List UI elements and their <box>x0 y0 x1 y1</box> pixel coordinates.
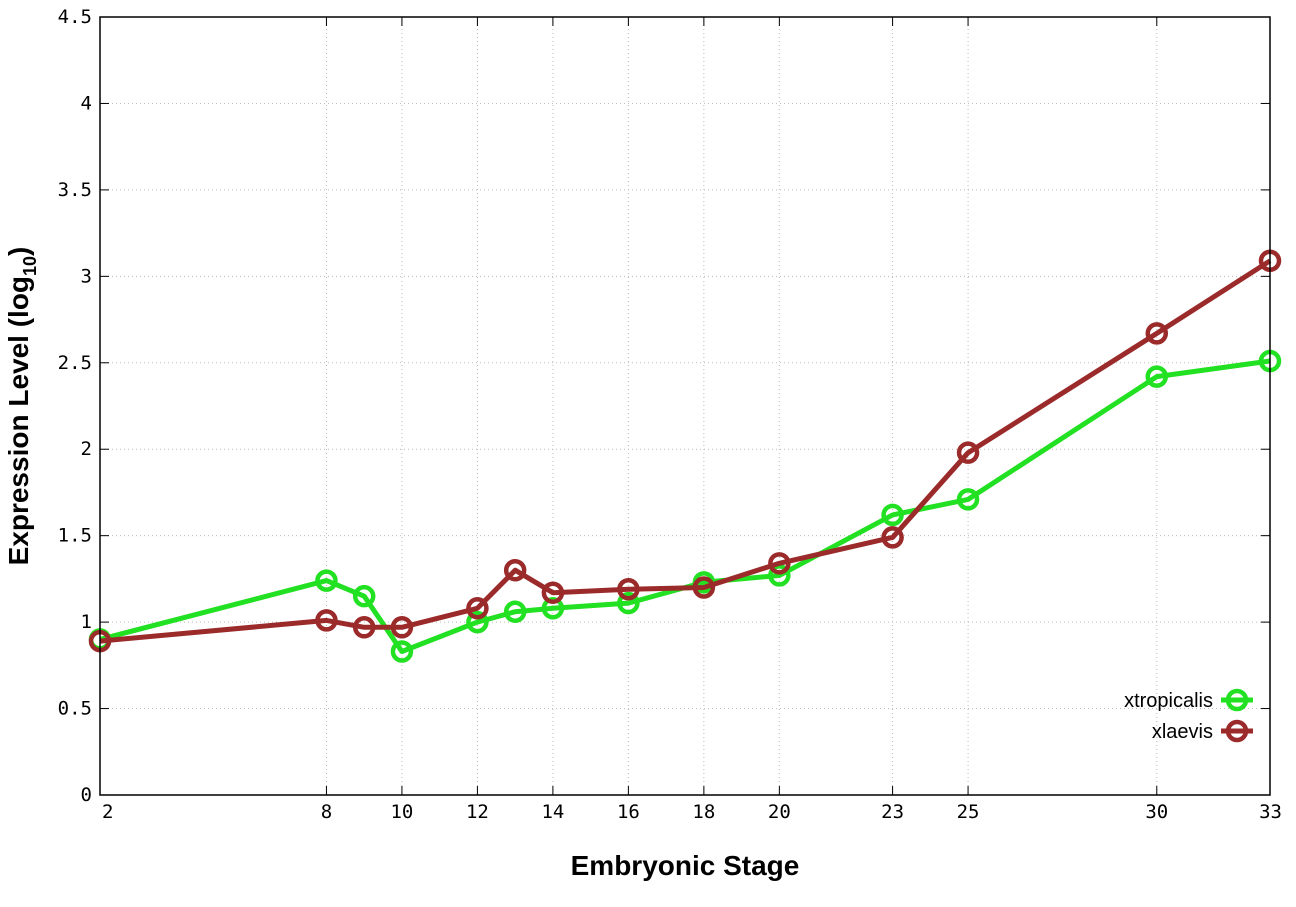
data-point <box>315 569 338 592</box>
data-point <box>768 564 791 587</box>
data-point <box>956 441 980 464</box>
y-axis-title-close: ) <box>3 247 34 256</box>
x-tick-label: 33 <box>1259 801 1282 823</box>
data-point <box>1145 322 1169 345</box>
series-xtropicalis <box>88 349 1282 663</box>
x-tick-label: 18 <box>692 801 715 823</box>
data-point <box>768 552 791 575</box>
data-point <box>466 610 489 634</box>
x-tick-label: 10 <box>390 801 413 823</box>
data-point <box>617 591 640 615</box>
plot-frame <box>99 16 1271 796</box>
data-point <box>1145 365 1169 388</box>
y-tick-label: 0.5 <box>58 698 92 720</box>
y-tick-label: 3 <box>81 265 92 287</box>
series-group <box>88 249 1282 663</box>
legend-marker <box>1225 719 1249 743</box>
data-point <box>503 558 527 582</box>
y-tick-label: 4.5 <box>58 6 92 28</box>
data-point <box>352 584 376 608</box>
series-xlaevis <box>88 249 1282 653</box>
y-tick-label: 2 <box>81 438 92 460</box>
legend-label: xlaevis <box>1152 721 1213 743</box>
series-line <box>99 258 1272 644</box>
y-axis-title-subscript: 10 <box>20 256 40 276</box>
legend-label: xtropicalis <box>1124 690 1213 712</box>
data-point <box>541 597 565 620</box>
x-tick-label: 12 <box>466 801 489 823</box>
y-axis-title: Expression Level (log10) <box>3 247 40 566</box>
data-point <box>390 640 414 663</box>
data-point <box>956 488 980 511</box>
x-tick-label: 2 <box>102 801 113 823</box>
series-line <box>99 358 1271 654</box>
data-point <box>466 597 489 620</box>
y-axis-title-main: Expression Level (log <box>3 276 34 565</box>
grid <box>100 17 1270 795</box>
data-point <box>352 616 376 639</box>
x-tick-label: 20 <box>768 801 791 823</box>
x-axis-ticks: 2 8 10 12 14 16 18 20 23 25 30 33 <box>99 17 1282 823</box>
data-point <box>503 600 527 623</box>
x-tick-label: 16 <box>617 801 640 823</box>
x-tick-label: 30 <box>1145 801 1168 823</box>
data-point <box>390 616 414 639</box>
y-tick-label: 4 <box>81 92 92 114</box>
x-tick-label: 14 <box>541 801 564 823</box>
legend-marker <box>1225 688 1249 712</box>
data-point <box>315 609 338 632</box>
legend-item: xtropicalis <box>1124 688 1253 712</box>
y-axis-ticks: 0 0.5 1 1.5 2 2.5 3 3.5 4 4.5 <box>58 6 1270 806</box>
x-tick-label: 8 <box>321 801 332 823</box>
x-axis-title: Embryonic Stage <box>571 850 800 881</box>
y-tick-label: 0 <box>81 784 92 806</box>
data-point <box>541 581 565 604</box>
y-tick-label: 1.5 <box>58 525 92 547</box>
y-tick-label: 3.5 <box>58 179 92 201</box>
data-point <box>692 576 716 599</box>
y-tick-label: 2.5 <box>58 352 92 374</box>
data-point <box>881 503 904 527</box>
legend-item: xlaevis <box>1152 719 1253 743</box>
data-point <box>617 578 640 601</box>
x-tick-label: 25 <box>957 801 980 823</box>
data-point <box>881 526 904 549</box>
legend: xtropicalis xlaevis <box>1124 688 1253 743</box>
x-tick-label: 23 <box>881 801 904 823</box>
y-tick-label: 1 <box>81 611 92 633</box>
